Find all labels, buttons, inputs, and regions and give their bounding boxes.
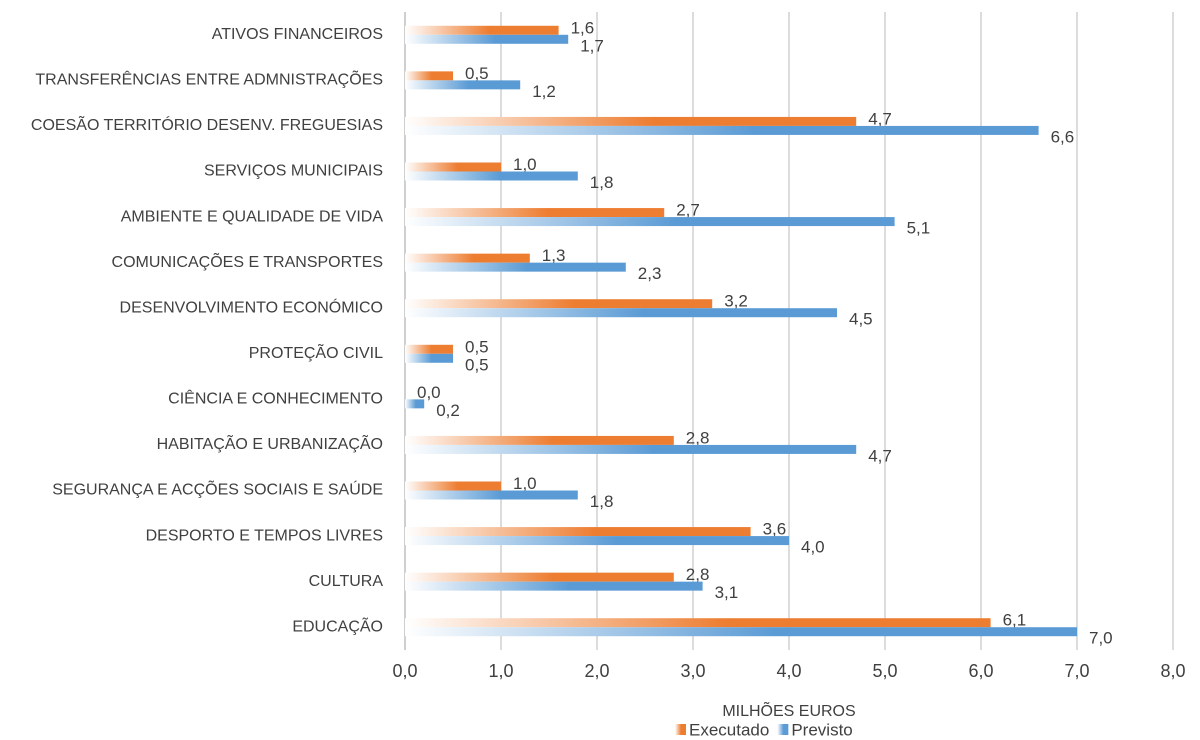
x-tick-label: 1,0 [488, 661, 513, 681]
y-tick-label: COESÃO TERRITÓRIO DESENV. FREGUESIAS [31, 114, 383, 134]
bar [405, 208, 665, 218]
bar [405, 627, 1077, 637]
bar [405, 71, 453, 81]
bar [405, 125, 1039, 135]
y-tick-label: ATIVOS FINANCEIROS [212, 26, 383, 43]
y-tick-label: SERVIÇOS MUNICIPAIS [204, 163, 383, 180]
bar [405, 217, 895, 227]
legend-label: Previsto [791, 720, 852, 739]
y-tick-label: CIÊNCIA E CONHECIMENTO [168, 389, 383, 408]
data-label: 2,7 [676, 201, 700, 220]
bar [405, 399, 425, 409]
bar [405, 536, 789, 546]
data-label: 1,8 [590, 173, 614, 192]
bar [405, 308, 837, 318]
x-tick-label: 8,0 [1160, 661, 1185, 681]
bar [405, 618, 991, 628]
bar [405, 527, 751, 537]
data-label: 0,0 [417, 383, 441, 402]
y-tick-label: TRANSFERÊNCIAS ENTRE ADMNISTRAÇÕES [35, 69, 383, 89]
bar [405, 80, 521, 90]
bar [405, 299, 713, 309]
data-label: 4,5 [849, 310, 873, 329]
y-tick-label: DESPORTO E TEMPOS LIVRES [146, 527, 383, 544]
x-tick-label: 7,0 [1064, 661, 1089, 681]
data-label: 3,2 [724, 292, 748, 311]
y-tick-label: SEGURANÇA E ACÇÕES SOCIAIS E SAÚDE [52, 479, 383, 499]
data-label: 0,5 [465, 337, 489, 356]
bar [405, 581, 703, 591]
data-label: 4,7 [868, 109, 892, 128]
bar [405, 572, 674, 582]
y-tick-label: PROTEÇÃO CIVIL [249, 342, 383, 362]
data-label: 2,8 [686, 565, 710, 584]
bar [405, 481, 501, 491]
bar [405, 171, 578, 181]
data-label: 1,0 [513, 474, 537, 493]
data-label: 0,5 [465, 64, 489, 83]
data-label: 0,5 [465, 355, 489, 374]
data-label: 3,6 [763, 520, 787, 539]
x-tick-label: 6,0 [968, 661, 993, 681]
data-label: 1,3 [542, 246, 566, 265]
x-tick-label: 5,0 [872, 661, 897, 681]
legend-swatch [675, 724, 686, 735]
data-label: 1,7 [580, 36, 604, 55]
bar [405, 116, 857, 126]
bar [405, 262, 626, 272]
data-label: 2,8 [686, 428, 710, 447]
x-tick-label: 0,0 [392, 661, 417, 681]
y-tick-label: HABITAÇÃO E URBANIZAÇÃO [157, 433, 383, 453]
data-label: 1,2 [532, 82, 556, 101]
x-axis-title: MILHÕES EUROS [722, 700, 855, 720]
bar [405, 344, 453, 354]
y-tick-label: AMBIENTE E QUALIDADE DE VIDA [121, 208, 384, 225]
bar [405, 490, 578, 500]
data-label: 4,0 [801, 538, 825, 557]
x-tick-label: 2,0 [584, 661, 609, 681]
data-label: 1,8 [590, 492, 614, 511]
data-label: 6,1 [1003, 611, 1027, 630]
y-tick-label: EDUCAÇÃO [292, 615, 383, 635]
bar [405, 25, 559, 35]
data-label: 6,6 [1051, 127, 1075, 146]
bar [405, 162, 501, 172]
data-label: 5,1 [907, 219, 931, 238]
bar [405, 435, 674, 445]
bar [405, 444, 857, 454]
x-tick-label: 4,0 [776, 661, 801, 681]
legend-label: Executado [689, 720, 769, 739]
legend-swatch [777, 724, 789, 735]
y-tick-label: DESENVOLVIMENTO ECONÓMICO [120, 297, 383, 316]
data-label: 0,2 [436, 401, 460, 420]
bar [405, 253, 530, 263]
data-label: 2,3 [638, 264, 662, 283]
y-tick-label: CULTURA [309, 573, 384, 590]
data-label: 4,7 [868, 446, 892, 465]
data-label: 3,1 [715, 583, 739, 602]
data-label: 1,6 [571, 18, 595, 37]
data-label: 7,0 [1089, 629, 1113, 648]
data-label: 1,0 [513, 155, 537, 174]
x-tick-label: 3,0 [680, 661, 705, 681]
bar [405, 34, 569, 44]
y-tick-label: COMUNICAÇÕES E TRANSPORTES [112, 251, 383, 271]
bar [405, 353, 453, 363]
